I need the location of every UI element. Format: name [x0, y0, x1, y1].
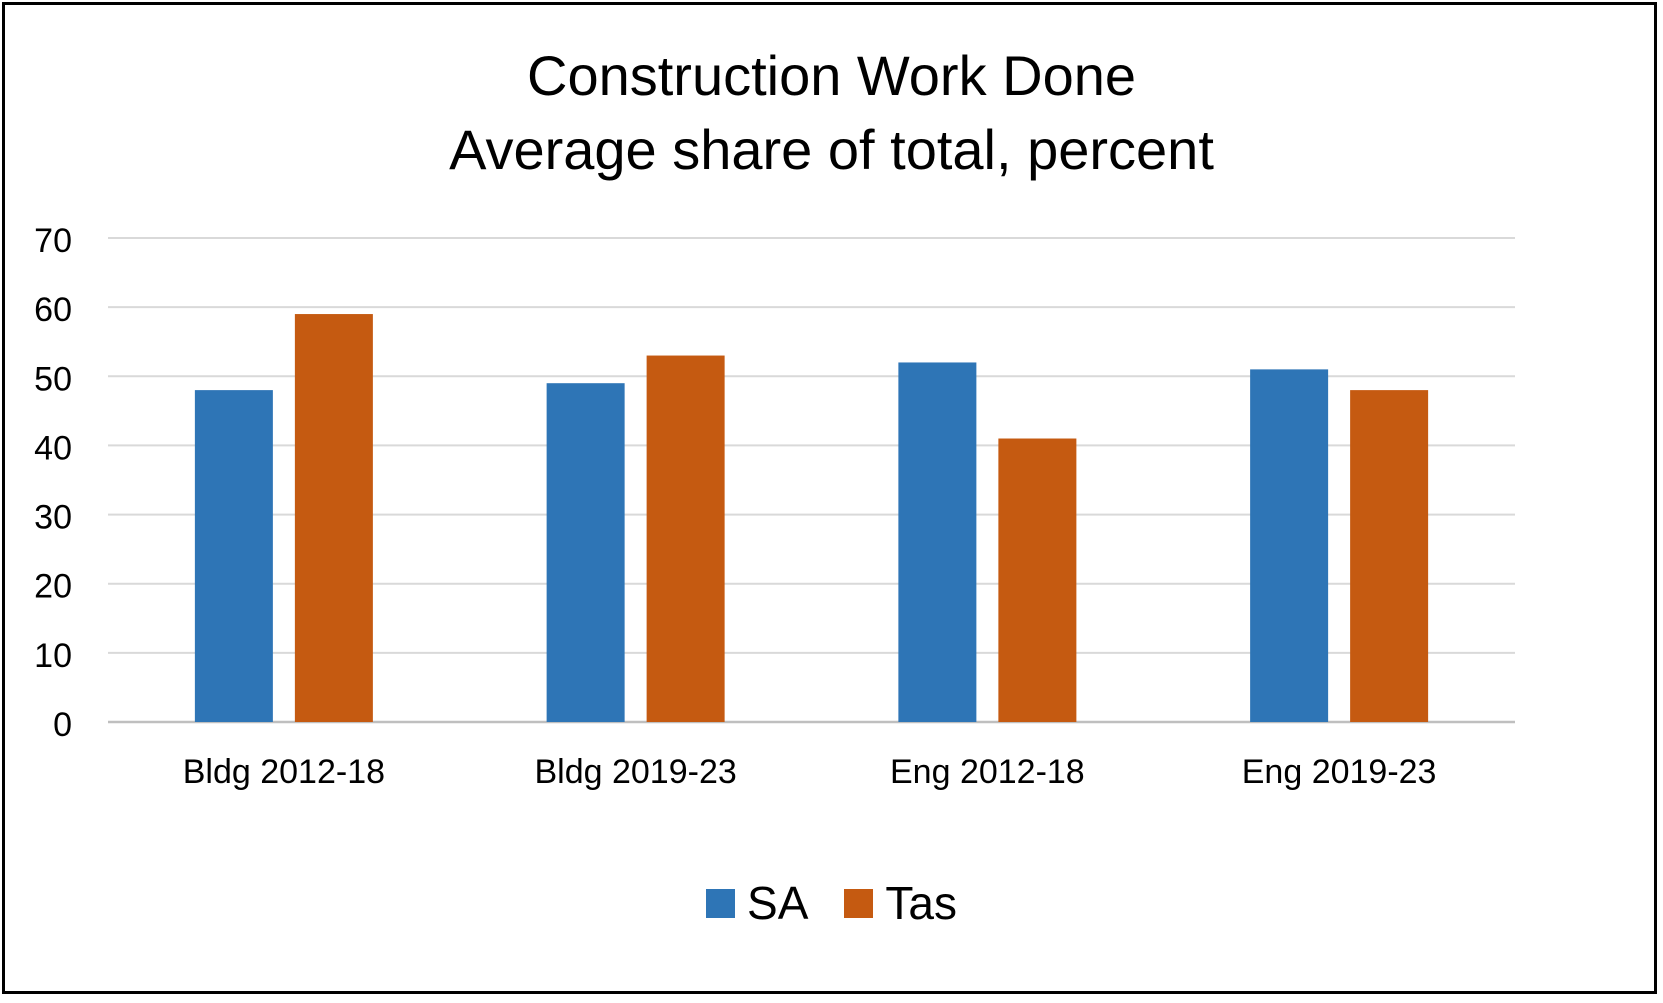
x-axis-ticks: Bldg 2012-18 Bldg 2019-23 Eng 2012-18 Eng 2…: [183, 753, 1437, 791]
legend-item-sa: SA: [706, 880, 808, 926]
x-tick-label: Bldg 2019-23: [534, 753, 736, 791]
y-tick-label: 50: [34, 360, 72, 398]
bar-sa: [898, 362, 977, 722]
y-tick-label: 0: [53, 706, 72, 744]
y-tick-label: 70: [34, 222, 72, 260]
legend: SA Tas: [0, 880, 1663, 926]
chart-subtitle: Average share of total, percent: [449, 118, 1214, 181]
bar-sa: [194, 390, 273, 722]
x-tick-label: Bldg 2012-18: [183, 753, 385, 791]
y-tick-label: 30: [34, 499, 72, 537]
y-tick-label: 40: [34, 429, 72, 467]
bar-tas: [998, 438, 1077, 722]
bar-tas: [1350, 390, 1429, 722]
x-tick-label: Eng 2012-18: [890, 753, 1085, 791]
legend-item-tas: Tas: [844, 880, 957, 926]
bars: [194, 314, 1429, 722]
y-axis-ticks: 0 10 20 30 40 50 60 70: [34, 222, 72, 744]
legend-label-sa: SA: [747, 877, 809, 929]
legend-swatch-sa: [706, 888, 736, 918]
legend-swatch-tas: [844, 888, 874, 918]
y-tick-label: 60: [34, 291, 72, 329]
bar-sa: [546, 383, 625, 722]
x-tick-label: Eng 2019-23: [1242, 753, 1437, 791]
bar-sa: [1250, 369, 1329, 722]
legend-label-tas: Tas: [885, 877, 957, 929]
chart-title: Construction Work Done: [527, 44, 1136, 107]
y-tick-label: 20: [34, 568, 72, 606]
y-tick-label: 10: [34, 637, 72, 675]
bar-tas: [294, 314, 373, 722]
bar-tas: [646, 355, 725, 722]
